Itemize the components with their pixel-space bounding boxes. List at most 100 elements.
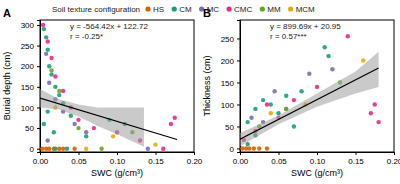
point	[307, 71, 311, 75]
y-tick-label: 250	[221, 35, 235, 44]
y-tick: 50	[225, 123, 240, 132]
point	[272, 89, 276, 93]
x-tick: 0.15	[148, 152, 164, 166]
x-tick-label: 0.00	[233, 157, 249, 166]
y-tick: 200	[221, 57, 240, 66]
point	[240, 146, 244, 150]
annotation: y = 899.69x + 20.95	[270, 22, 341, 31]
x-tick: 0.00	[233, 152, 249, 166]
point	[57, 147, 61, 151]
point	[330, 67, 334, 71]
x-tick-label: 0.20	[387, 157, 400, 166]
x-tick: 0.10	[110, 152, 126, 166]
point	[173, 116, 177, 120]
x-tick-label: 0.10	[310, 157, 326, 166]
confidence-band	[240, 52, 379, 147]
point	[72, 147, 76, 151]
point	[46, 109, 50, 113]
x-tick-label: 0.20	[187, 157, 203, 166]
point	[42, 122, 46, 126]
y-tick-label: 200	[21, 62, 35, 71]
point	[53, 147, 57, 151]
legend-marker	[172, 6, 177, 11]
point	[42, 27, 46, 31]
point	[257, 146, 261, 150]
point	[252, 146, 256, 150]
point	[46, 138, 50, 142]
point	[111, 134, 115, 138]
trend-line	[240, 68, 379, 139]
point	[373, 102, 377, 106]
x-tick-label: 0.00	[33, 157, 49, 166]
point	[261, 98, 265, 102]
point	[99, 147, 103, 151]
plot-frame	[240, 20, 394, 152]
y-tick-label: 200	[221, 57, 235, 66]
x-tick: 0.20	[387, 152, 400, 166]
panel: 0.00 0.05 0.10 0.15 0.20 0 50 100 150 200 250 300 y …	[2, 7, 203, 178]
y-tick-label: 250	[21, 42, 35, 51]
y-axis-title: Burial depth (cm)	[2, 52, 12, 121]
point	[44, 52, 48, 56]
legend-label: MCM	[296, 5, 315, 14]
plot-frame	[40, 20, 194, 152]
x-tick: 0.15	[348, 152, 364, 166]
point	[246, 120, 250, 124]
point	[61, 147, 65, 151]
x-tick-label: 0.05	[71, 157, 87, 166]
point	[265, 102, 269, 106]
y-tick: 150	[21, 83, 40, 92]
y-tick-label: 0	[30, 145, 35, 154]
point	[40, 147, 44, 151]
legend-label: CMC	[234, 5, 252, 14]
point	[46, 39, 50, 43]
trend-line	[40, 98, 177, 139]
y-tick-label: 0	[230, 145, 235, 154]
point	[47, 81, 51, 85]
y-tick: 100	[21, 104, 40, 113]
point	[92, 126, 96, 130]
point	[57, 93, 61, 97]
plot-area	[40, 23, 177, 151]
panel-label: A	[3, 7, 11, 19]
point	[269, 102, 273, 106]
point	[284, 93, 288, 97]
point	[361, 58, 365, 62]
y-tick-label: 300	[21, 21, 35, 30]
y-axis: 0 50 100 150 200 250 300	[21, 21, 41, 154]
y-tick: 250	[221, 35, 240, 44]
point	[153, 142, 157, 146]
y-tick-label: 50	[225, 123, 234, 132]
legend-title: Soil texture configuration	[52, 5, 140, 14]
x-tick: 0.05	[71, 152, 87, 166]
point	[247, 146, 251, 150]
point	[315, 85, 319, 89]
legend-label: MM	[267, 5, 281, 14]
y-tick: 0	[30, 145, 40, 154]
x-axis-title: SWC (g/cm³)	[291, 168, 343, 178]
point	[72, 122, 76, 126]
legend: Soil texture configurationHSCMMCCMCMMMCM	[52, 5, 315, 14]
point	[52, 130, 56, 134]
y-tick-label: 100	[221, 101, 235, 110]
point	[369, 111, 373, 115]
point	[47, 64, 51, 68]
y-tick-label: 50	[25, 124, 34, 133]
point	[65, 147, 69, 151]
annotation: r = -0.25*	[70, 32, 103, 41]
x-tick-label: 0.15	[348, 157, 364, 166]
point	[292, 124, 296, 128]
panel: 0.000.050.100.150.20050100150200250y = 8…	[202, 7, 400, 178]
point	[53, 74, 57, 78]
point	[376, 120, 380, 124]
point	[61, 89, 65, 93]
y-tick-label: 150	[221, 79, 235, 88]
annotation: y = -564.42x + 122.72	[70, 22, 148, 31]
y-axis: 0 50 100 150 200 250	[221, 21, 241, 154]
legend-marker	[260, 6, 265, 11]
x-tick: 0.10	[310, 152, 326, 166]
point	[44, 35, 48, 39]
panel-label: B	[203, 7, 211, 19]
x-axis: 0.000.050.100.150.20	[233, 152, 400, 166]
point	[41, 23, 45, 27]
